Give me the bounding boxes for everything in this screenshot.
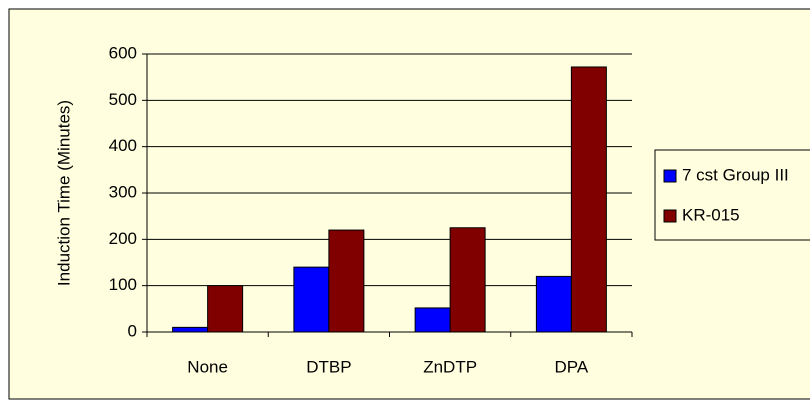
legend-box bbox=[654, 149, 810, 241]
legend-swatch bbox=[663, 169, 677, 183]
bar bbox=[293, 266, 330, 333]
y-tick-label: 200 bbox=[109, 229, 137, 248]
bar bbox=[570, 66, 607, 333]
legend-label: KR-015 bbox=[682, 205, 740, 224]
y-tick-label: 300 bbox=[109, 182, 137, 201]
legend-label: 7 cst Group III bbox=[682, 165, 789, 184]
bar bbox=[535, 275, 572, 333]
y-axis-label: Induction Time (Minutes) bbox=[54, 100, 73, 286]
bar bbox=[328, 229, 365, 333]
x-tick-label: None bbox=[187, 357, 228, 376]
x-tick-label: DTBP bbox=[306, 357, 351, 376]
bar bbox=[172, 326, 209, 333]
bar bbox=[207, 285, 244, 333]
y-tick-label: 600 bbox=[109, 43, 137, 62]
legend-swatch bbox=[663, 209, 677, 223]
x-tick-label: DPA bbox=[555, 357, 589, 376]
y-tick-label: 500 bbox=[109, 90, 137, 109]
y-tick-label: 0 bbox=[128, 321, 137, 340]
y-tick-label: 100 bbox=[109, 275, 137, 294]
y-tick-label: 400 bbox=[109, 136, 137, 155]
bar bbox=[414, 307, 451, 333]
bar bbox=[449, 227, 486, 333]
x-tick-label: ZnDTP bbox=[423, 357, 477, 376]
